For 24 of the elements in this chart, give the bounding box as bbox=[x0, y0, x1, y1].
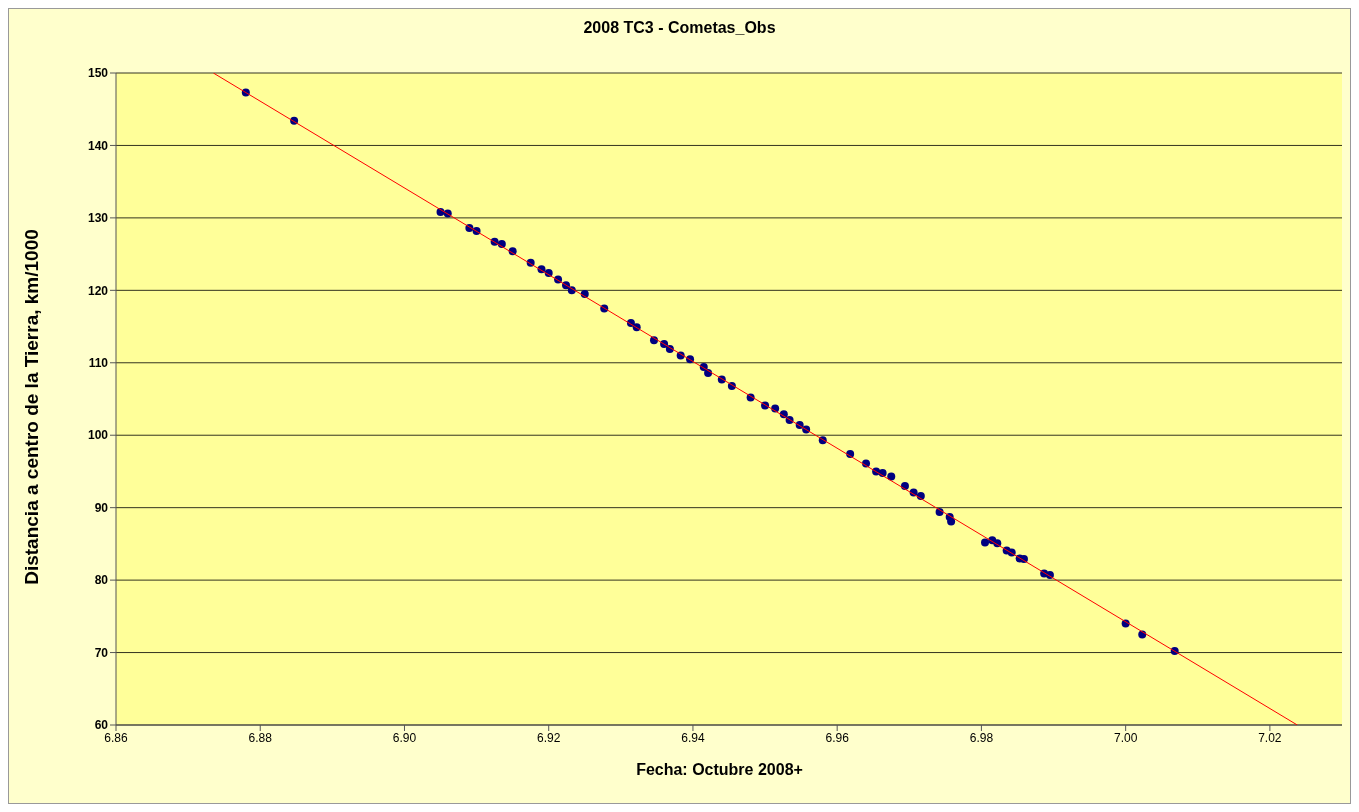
y-tick-label: 100 bbox=[87, 428, 109, 443]
x-axis-title: Fecha: Octubre 2008+ bbox=[635, 761, 804, 779]
x-tick-label: 7.02 bbox=[1258, 730, 1282, 745]
y-tick-label: 70 bbox=[94, 645, 109, 660]
y-tick-label: 120 bbox=[87, 283, 109, 298]
y-tick-label: 150 bbox=[87, 66, 109, 81]
x-tick-label: 6.90 bbox=[392, 730, 417, 745]
y-tick-label: 90 bbox=[94, 500, 109, 515]
chart-title: 2008 TC3 - Cometas_Obs bbox=[582, 19, 777, 37]
x-tick-label: 7.00 bbox=[1113, 730, 1138, 745]
x-tick-label: 6.88 bbox=[248, 730, 273, 745]
point bbox=[947, 517, 956, 526]
y-axis-title: Distancia a centro de la Tierra, km/1000 bbox=[21, 229, 43, 585]
point bbox=[981, 538, 990, 547]
y-tick-label: 60 bbox=[94, 718, 109, 733]
x-tick-label: 6.98 bbox=[969, 730, 994, 745]
y-tick-label: 80 bbox=[94, 573, 109, 588]
y-tick-label: 110 bbox=[88, 356, 109, 371]
y-tick-label: 130 bbox=[87, 211, 109, 226]
x-tick-label: 6.96 bbox=[825, 730, 850, 745]
x-tick-label: 6.92 bbox=[537, 730, 561, 745]
x-tick-label: 6.94 bbox=[681, 730, 705, 745]
y-tick-label: 140 bbox=[87, 138, 109, 153]
x-tick-label: 6.86 bbox=[104, 730, 128, 745]
